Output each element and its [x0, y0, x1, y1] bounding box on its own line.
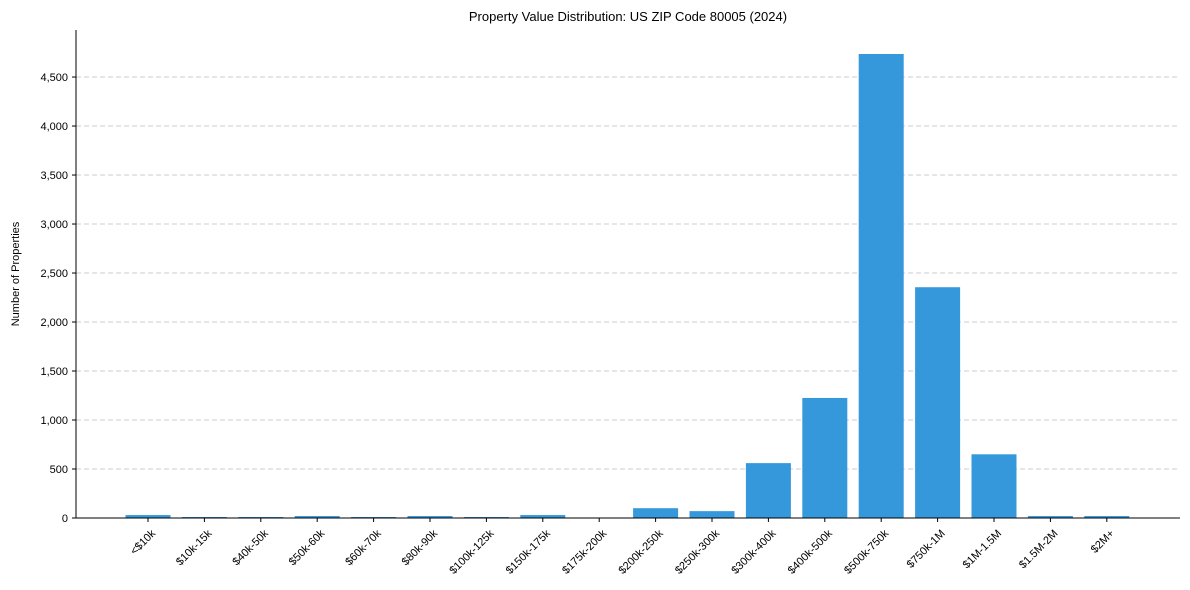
x-tick-label: $250k-300k: [673, 527, 722, 576]
x-tick-label: $300k-400k: [729, 527, 778, 576]
x-tick-label: $10k-15k: [174, 527, 215, 568]
bar: [858, 54, 904, 519]
x-tick-label: $1M-1.5M: [961, 528, 1005, 572]
x-tick-label: $150k-175k: [504, 527, 553, 576]
y-tick-label: 4,000: [40, 121, 68, 133]
bar: [745, 463, 791, 518]
bar: [802, 397, 848, 518]
x-tick-label: $100k-125k: [447, 527, 496, 576]
x-tick-label: $500k-750k: [842, 527, 891, 576]
y-tick-label: 500: [50, 464, 68, 476]
bar: [1084, 516, 1130, 518]
x-tick-label: $200k-250k: [617, 527, 666, 576]
x-tick-label: $50k-60k: [287, 527, 328, 568]
x-tick-label: $175k-200k: [560, 527, 609, 576]
y-tick-label: 3,500: [40, 170, 68, 182]
x-tick-label: <$10k: [128, 527, 158, 557]
y-tick-label: 0: [62, 513, 68, 525]
bar: [915, 287, 961, 518]
bar: [294, 516, 340, 518]
x-tick-label: $1.5M-2M: [1017, 528, 1061, 572]
x-tick-label: $80k-90k: [400, 527, 441, 568]
y-tick-label: 1,000: [40, 415, 68, 427]
y-tick-label: 2,000: [40, 317, 68, 329]
chart-title: Property Value Distribution: US ZIP Code…: [469, 9, 787, 24]
bar: [689, 511, 735, 518]
x-tick-label: $750k-1M: [905, 528, 948, 571]
x-tick-label: $2M+: [1089, 528, 1117, 556]
x-tick-label: $400k-500k: [786, 527, 835, 576]
bar: [1027, 516, 1073, 518]
y-tick-label: 3,000: [40, 219, 68, 231]
bar: [520, 515, 566, 518]
y-tick-label: 4,500: [40, 72, 68, 84]
bar: [407, 516, 453, 518]
bar: [125, 515, 171, 518]
bar: [971, 454, 1017, 518]
bar: [633, 508, 679, 518]
x-tick-label: $40k-50k: [230, 527, 271, 568]
y-axis-label: Number of Properties: [10, 221, 22, 326]
y-tick-label: 1,500: [40, 366, 68, 378]
y-tick-label: 2,500: [40, 268, 68, 280]
x-tick-label: $60k-70k: [343, 527, 384, 568]
